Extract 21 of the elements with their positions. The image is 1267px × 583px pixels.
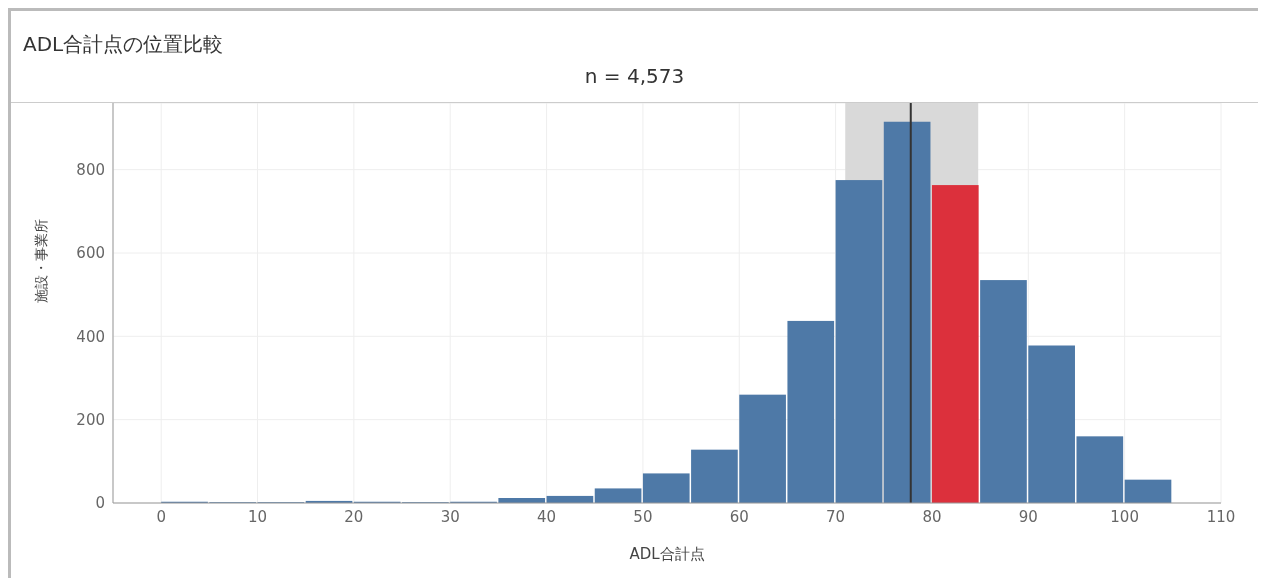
x-tick-label: 100 [1110,507,1139,526]
y-tick-label: 200 [76,410,105,429]
chart-title: ADL合計点の位置比較 [22,31,225,58]
y-tick-label: 600 [76,244,105,263]
x-tick-label: 70 [826,507,846,526]
y-tick-label: 400 [76,327,105,346]
x-tick-label: 10 [247,507,268,526]
x-axis-title: ADL合計点 [629,545,705,563]
x-tick-label: 90 [1018,507,1038,526]
x-tick-label: 110 [1206,507,1236,526]
x-tick-label: 40 [537,507,557,526]
y-axis-title: 施設・事業所 [32,219,49,303]
x-tick-label: 30 [440,507,460,526]
chart-subtitle: n = 4,573 [11,58,1258,103]
y-tick-label: 0 [95,494,105,513]
x-tick-label: 80 [922,507,942,526]
x-tick-label: 60 [729,507,749,526]
x-tick-label: 0 [156,507,166,526]
y-tick-label: 800 [76,160,105,179]
x-tick-label: 50 [633,507,653,526]
x-tick-label: 20 [344,507,364,526]
